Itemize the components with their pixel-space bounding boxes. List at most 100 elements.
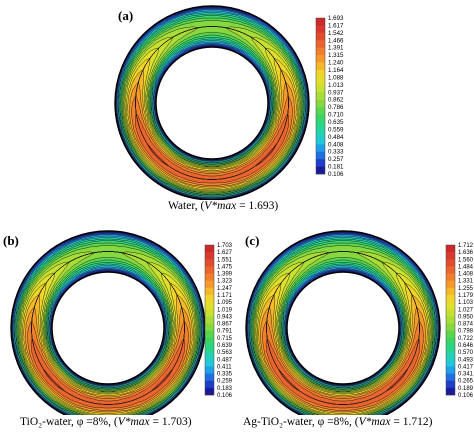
colorbar-segment: [446, 323, 455, 332]
colorbar-segment: [316, 151, 325, 160]
colorbar-segment: [446, 316, 455, 324]
colorbar-segment: [205, 295, 214, 303]
inner-boundary: [286, 271, 400, 385]
colorbar-tick-label: 0.798: [458, 329, 474, 335]
colorbar-tick-label: 0.259: [217, 379, 233, 385]
colorbar-segment: [316, 129, 325, 138]
colorbar-tick-label: 0.722: [458, 336, 474, 342]
colorbar-segment: [316, 99, 325, 108]
colorbar-segment: [205, 380, 214, 389]
colorbar-tick-label: 0.493: [458, 357, 474, 363]
colorbar-segment: [316, 62, 325, 71]
outer-boundary: [245, 230, 441, 415]
colorbar-tick-label: 1.240: [328, 60, 344, 67]
colorbar-tick-label: 0.257: [328, 156, 344, 163]
colorbar-segment: [446, 287, 455, 296]
colorbar-frame: [445, 244, 456, 396]
colorbar-segment: [446, 380, 455, 389]
colorbar-tick-label: 0.639: [217, 343, 233, 349]
colorbar-segment: [205, 345, 214, 353]
colorbar-tick-label: 0.570: [458, 350, 474, 356]
colorbar-tick-label: 1.331: [458, 279, 474, 285]
colorbar-tick-label: 0.341: [458, 372, 474, 378]
colorbar-segment: [446, 366, 455, 374]
colorbar-segment: [205, 245, 214, 253]
colorbar-tick-label: 1.484: [458, 264, 474, 270]
colorbar-segment: [446, 259, 455, 267]
colorbar-tick-label: 0.862: [328, 97, 344, 104]
colorbar-segment: [316, 107, 325, 115]
colorbar-segment: [446, 266, 455, 274]
colorbar-tick-label: 1.703: [217, 243, 233, 249]
colorbar-segment: [316, 70, 325, 78]
colorbar-tick-label: 1.408: [458, 272, 474, 278]
colorbar-segment: [446, 359, 455, 367]
panel-c: (c) 1.712 1.636 1.560 1.484 1.408 1.331 1.255 1…: [237, 225, 474, 438]
colorbar-segment: [446, 337, 455, 346]
colorbar-tick-label: 0.335: [217, 372, 233, 378]
colorbar-tick-label: 0.646: [458, 343, 474, 349]
caption-b: TiO₂-water, φ =8%, (V*max = 1.703): [20, 416, 192, 428]
colorbar-segment: [205, 359, 214, 367]
caption-c-prefix: Ag-TiO₂-water, φ =8%, (: [243, 416, 359, 428]
colorbar-segment: [446, 302, 455, 310]
colorbar-segment: [316, 92, 325, 101]
colorbar-segment: [316, 159, 325, 167]
colorbar-tick-label: 1.315: [328, 52, 344, 59]
colorbar-tick-label: 1.560: [458, 257, 474, 263]
colorbar-tick-label: 1.399: [217, 272, 233, 278]
caption-b-vmax-symbol: V*max: [117, 416, 150, 428]
caption-c-suffix: = 1.712): [390, 416, 433, 428]
colorbar-segment: [316, 122, 325, 130]
colorbar-tick-label: 0.874: [458, 322, 474, 328]
colorbar-tick-label: 0.559: [328, 126, 344, 133]
caption-b-suffix: = 1.703): [149, 416, 192, 428]
panel-tag-c: (c): [245, 233, 260, 248]
colorbar-segment: [205, 252, 214, 260]
annulus-contours-c: [246, 231, 440, 415]
colorbar-tick-label: 0.106: [217, 393, 233, 399]
colorbar-segment: [205, 373, 214, 382]
colorbar-segment: [316, 18, 325, 26]
colorbar-tick-label: 1.103: [458, 300, 474, 306]
colorbar-segment: [205, 259, 214, 267]
colorbar-tick-label: 1.164: [328, 67, 344, 74]
colorbar-tick-label: 0.417: [458, 364, 474, 370]
colorbar-tick-label: 0.937: [328, 89, 344, 96]
colorbar-segment: [205, 280, 214, 289]
colorbar-tick-label: 1.542: [328, 30, 344, 37]
colorbar-segment: [316, 136, 325, 145]
caption-c: Ag-TiO₂-water, φ =8%, (V*max = 1.712): [243, 416, 432, 428]
colorbar-tick-label: 1.255: [458, 286, 474, 292]
colorbar-segment: [316, 32, 325, 41]
colorbar-segment: [316, 144, 325, 153]
colorbar-tick-label: 0.484: [328, 134, 344, 141]
colorbar-tick-label: 1.027: [458, 307, 474, 313]
colorbar-segment: [205, 266, 214, 274]
contour-band: [31, 251, 185, 405]
colorbar-tick-label: 0.181: [328, 164, 344, 171]
colorbar-tick-label: 0.563: [217, 350, 233, 356]
colorbar-segment: [316, 55, 325, 63]
colorbar-tick-label: 1.247: [217, 286, 233, 292]
outer-boundary: [114, 5, 310, 200]
colorbar-segment: [205, 316, 214, 324]
colorbar-tick-label: 0.950: [458, 314, 474, 320]
panel-a: (a) 1.693 1.617 1.542 1.466 1.391 1.315 1.240 1…: [114, 5, 344, 212]
colorbar-tick-label: 1.551: [217, 257, 233, 263]
colorbar-tick-label: 1.013: [328, 82, 344, 89]
colorbar-tick-label: 0.189: [458, 386, 474, 392]
colorbar-segment: [205, 366, 214, 374]
colorbar-segment: [446, 280, 455, 289]
colorbar-tick-label: 0.411: [217, 364, 232, 370]
colorbar-segment: [205, 352, 214, 360]
colorbar-tick-label: 1.466: [328, 37, 344, 44]
caption-c-vmax-symbol: V*max: [358, 416, 391, 428]
contour-band: [266, 251, 420, 405]
colorbar-tick-label: 0.943: [217, 314, 233, 320]
colorbar-segment: [205, 323, 214, 332]
colorbar-segment: [446, 330, 455, 339]
colorbar-tick-label: 0.487: [217, 357, 233, 363]
